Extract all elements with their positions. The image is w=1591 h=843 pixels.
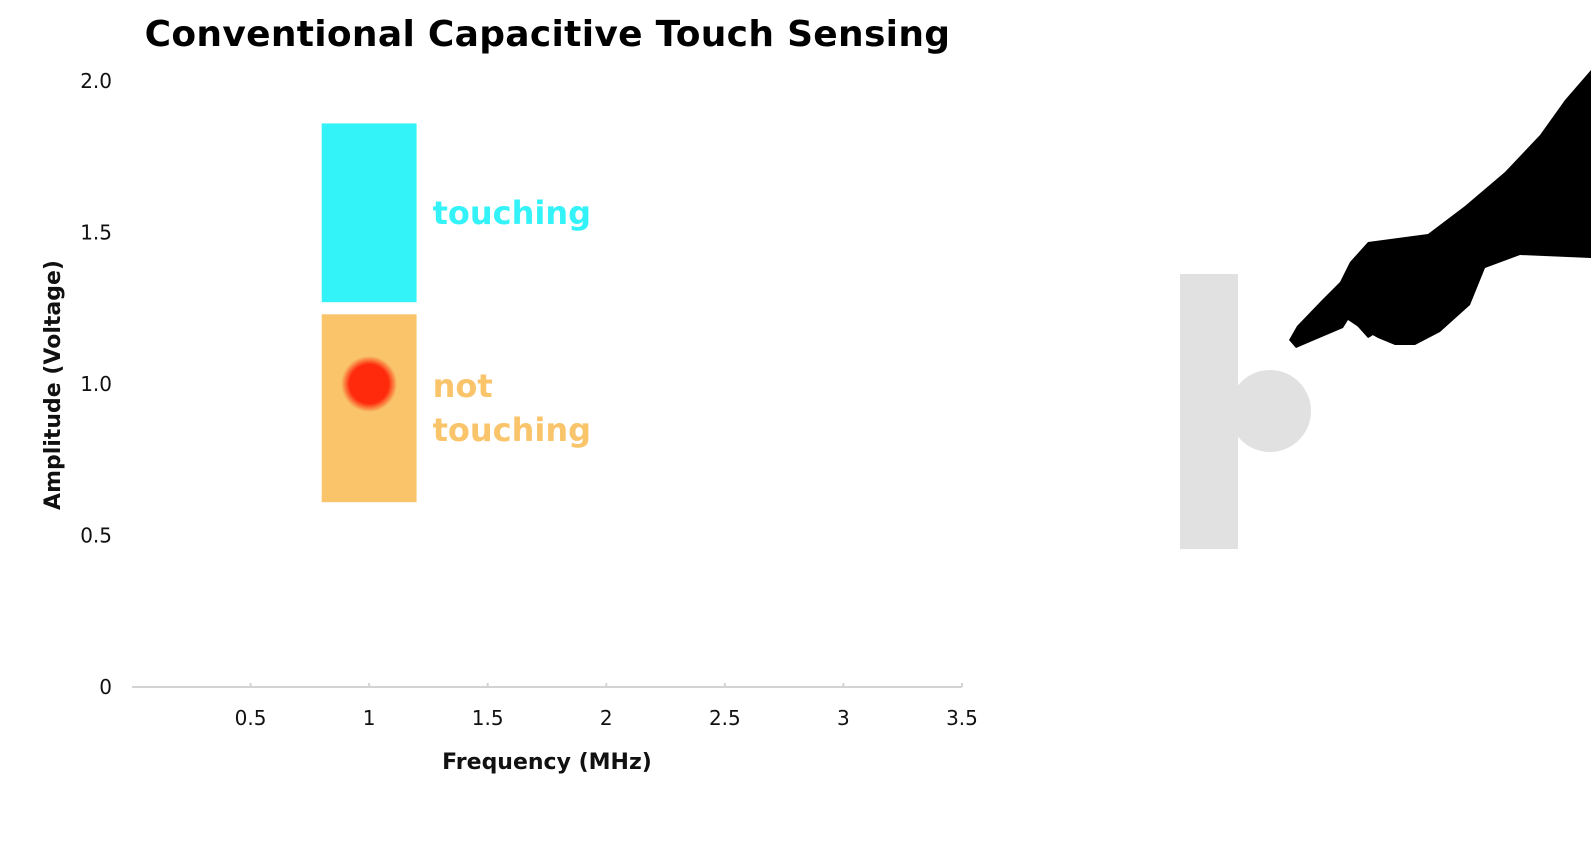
x-tick-label: 1.5 [472,706,504,730]
touch-illustration [1180,70,1591,549]
y-axis-title: Amplitude (Voltage) [41,260,66,510]
x-tick-label: 2 [600,706,613,730]
signal-reading-point [341,356,398,412]
x-tick-label: 1 [363,706,376,730]
y-tick-label: 1.5 [80,221,112,245]
region-touching [321,123,417,303]
chart: touching not touching 0.5 1 1.5 2 2.5 3 3.5 0 0.5… [41,69,978,775]
x-axis-title: Frequency (MHz) [442,750,652,775]
region-label: touching [433,411,591,449]
electrode-bar [1180,274,1238,549]
y-tick-label: 2.0 [80,69,112,93]
region-label: not [433,367,493,405]
y-tick-label: 1.0 [80,372,112,396]
y-tick-label: 0.5 [80,524,112,548]
y-tick-label: 0 [99,675,112,699]
chart-title: Conventional Capacitive Touch Sensing [144,14,951,55]
x-tick-label: 3.5 [946,706,978,730]
pointing-hand-icon [1289,70,1591,348]
finger-knuckles [1350,304,1381,338]
region-label: touching [433,194,591,232]
x-tick-label: 0.5 [235,706,267,730]
electrode-knob [1229,370,1311,452]
x-tick-label: 3 [837,706,850,730]
x-tick-label: 2.5 [709,706,741,730]
